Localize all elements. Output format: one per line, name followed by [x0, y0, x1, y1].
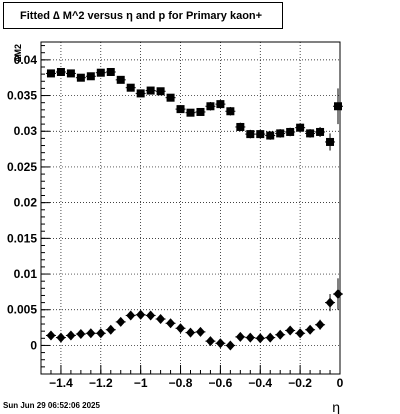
data-point-square — [256, 130, 265, 139]
data-point-diamond — [136, 309, 146, 320]
data-point-diamond — [156, 314, 166, 325]
data-point-diamond — [166, 318, 176, 329]
data-point-diamond — [225, 340, 235, 351]
y-axis-label: ∆M2 — [13, 44, 23, 62]
data-point-square — [266, 131, 275, 140]
chart-title: Fitted ∆ M^2 versus η and p for Primary … — [3, 2, 283, 29]
x-tick-label: 0 — [337, 376, 344, 390]
x-tick-label: −1.2 — [89, 376, 113, 390]
data-point-square — [286, 127, 295, 136]
data-point-square — [106, 67, 115, 76]
y-tick-label: 0.025 — [7, 160, 37, 174]
data-point-diamond — [46, 330, 56, 341]
data-point-diamond — [305, 324, 315, 335]
x-tick-label: −1 — [134, 376, 148, 390]
data-point-square — [136, 89, 145, 98]
data-point-diamond — [245, 332, 255, 343]
data-point-diamond — [255, 333, 265, 344]
data-point-diamond — [235, 331, 245, 342]
x-tick-label: −0.6 — [209, 376, 233, 390]
data-point-square — [76, 73, 85, 82]
y-tick-label: 0.03 — [14, 124, 38, 138]
data-point-square — [186, 108, 195, 117]
x-tick-label: −0.4 — [248, 376, 272, 390]
y-tick-label: 0.035 — [7, 89, 37, 103]
timestamp: Sun Jun 29 06:52:06 2025 — [3, 401, 100, 410]
data-point-square — [166, 93, 175, 102]
data-point-square — [246, 130, 255, 139]
data-point-diamond — [76, 329, 86, 340]
grid — [41, 42, 341, 374]
x-axis: −1.4 −1.2 −1 −0.8 −0.6 −0.4 −0.2 0 — [40, 365, 344, 390]
data-point-diamond — [265, 332, 275, 343]
data-point-diamond — [315, 319, 325, 330]
data-point-square — [156, 87, 165, 96]
data-point-diamond — [116, 316, 126, 327]
data-point-diamond — [86, 328, 96, 339]
x-axis-label: η — [332, 399, 340, 414]
data-point-diamond — [186, 327, 195, 338]
data-point-diamond — [333, 289, 343, 300]
data-point-square — [306, 129, 315, 138]
series — [45, 67, 344, 351]
data-point-square — [86, 72, 95, 81]
x-tick-label: −0.2 — [288, 376, 312, 390]
data-point-square — [226, 107, 235, 116]
data-point-square — [66, 69, 75, 78]
data-point-diamond — [285, 325, 295, 336]
y-tick-label: 0 — [30, 338, 37, 352]
data-point-diamond — [195, 326, 205, 337]
data-point-square — [216, 100, 225, 109]
data-point-square — [126, 83, 135, 92]
data-point-square — [276, 129, 285, 138]
data-point-diamond — [295, 328, 305, 339]
data-point-square — [296, 123, 305, 132]
y-axis: 0 0.005 0.01 0.015 0.02 0.025 0.03 0.035 0.04 — [7, 45, 50, 375]
data-point-square — [146, 86, 155, 95]
data-point-square — [116, 75, 125, 84]
data-point-square — [326, 137, 335, 146]
data-point-square — [334, 102, 343, 111]
data-point-square — [236, 122, 245, 131]
plot-frame — [40, 41, 341, 375]
data-point-diamond — [176, 323, 186, 334]
data-point-diamond — [56, 332, 66, 343]
data-point-diamond — [96, 328, 106, 339]
data-point-diamond — [275, 329, 285, 340]
data-point-diamond — [205, 336, 215, 347]
data-point-square — [46, 69, 55, 78]
y-tick-label: 0.04 — [14, 53, 38, 67]
data-point-square — [96, 68, 105, 77]
x-tick-label: −1.4 — [49, 376, 73, 390]
x-tick-label: −0.8 — [169, 376, 193, 390]
y-tick-label: 0.02 — [14, 196, 38, 210]
y-tick-label: 0.01 — [14, 267, 38, 281]
data-point-square — [56, 67, 65, 76]
series-1 — [45, 67, 344, 151]
series-2 — [45, 278, 344, 351]
data-point-square — [316, 127, 325, 136]
y-tick-label: 0.015 — [7, 231, 37, 245]
data-point-square — [196, 107, 205, 116]
y-tick-label: 0.005 — [7, 303, 37, 317]
data-point-diamond — [325, 297, 335, 308]
data-point-diamond — [126, 310, 136, 321]
data-point-diamond — [215, 338, 225, 349]
data-point-square — [176, 105, 185, 114]
data-point-diamond — [66, 330, 76, 341]
data-point-diamond — [146, 310, 156, 321]
data-point-square — [206, 102, 215, 111]
data-point-diamond — [106, 324, 116, 335]
